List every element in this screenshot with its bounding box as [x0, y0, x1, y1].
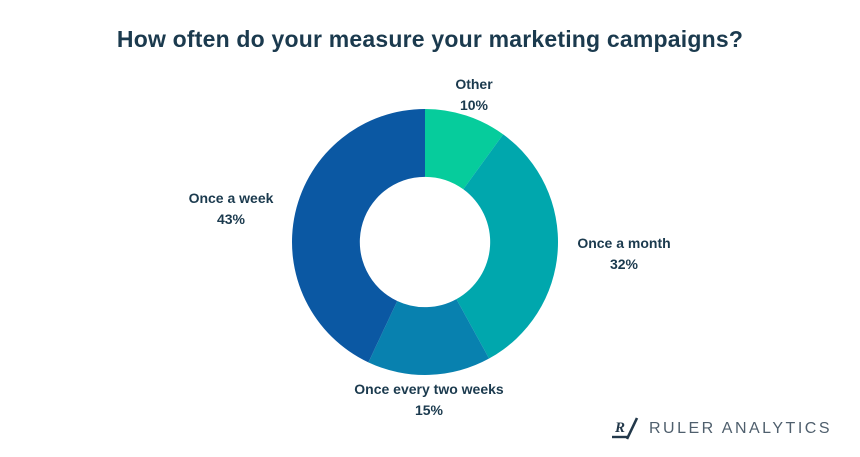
chart-title: How often do your measure your marketing… [116, 26, 744, 52]
slice-name: Once a week [188, 190, 274, 206]
donut-slice-once-a-month [456, 134, 559, 359]
svg-text:R: R [614, 420, 625, 436]
slice-percent: 10% [459, 97, 489, 113]
brand-lockup: R RULER ANALYTICS [610, 416, 832, 442]
ruler-analytics-logo-icon: R [611, 417, 639, 440]
donut-slice-once-a-week [292, 109, 425, 363]
slice-label-once-a-month: Once a month 32% [534, 233, 714, 275]
slice-label-other: Other 10% [394, 74, 554, 116]
slice-name: Once every two weeks [354, 381, 504, 397]
slice-percent: 15% [414, 402, 444, 418]
brand-name: RULER ANALYTICS [648, 420, 832, 437]
slice-label-once-a-week: Once a week 43% [141, 188, 321, 230]
slice-label-once-every-two-weeks: Once every two weeks 15% [309, 379, 549, 421]
slice-name: Once a month [577, 235, 671, 251]
slice-name: Other [455, 76, 493, 92]
donut-slice-other [425, 109, 504, 190]
donut-chart-container [285, 102, 565, 382]
slice-percent: 43% [216, 211, 246, 227]
donut-slice-once-every-two-weeks [368, 299, 490, 375]
donut-chart [292, 109, 559, 375]
slice-percent: 32% [609, 256, 639, 272]
